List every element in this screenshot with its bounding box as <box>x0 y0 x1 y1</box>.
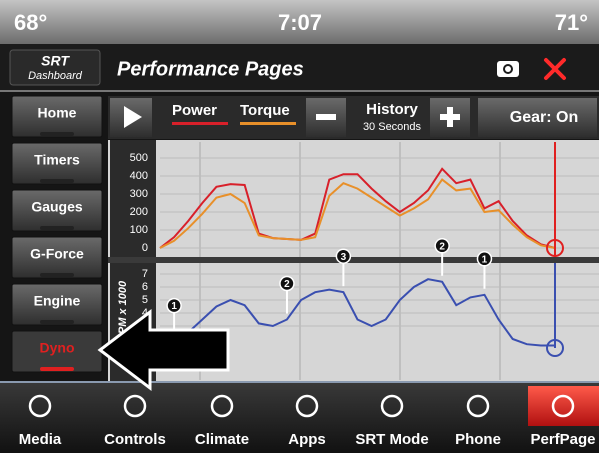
page-title: Performance Pages <box>117 58 304 80</box>
y-tick-label: 7 <box>142 268 148 280</box>
y-tick-label: 500 <box>130 152 148 164</box>
nav-label[interactable]: PerfPage <box>530 431 595 448</box>
button-indicator <box>40 179 74 183</box>
sidebar-label: Home <box>38 105 77 121</box>
history-span: 30 Seconds <box>363 121 422 133</box>
button-indicator <box>40 273 74 277</box>
sidebar-label: Engine <box>34 293 81 309</box>
legend-swatch <box>240 122 296 125</box>
gear-status: Gear: On <box>510 109 578 126</box>
shift-gear: 1 <box>171 301 177 312</box>
y-tick-label: 100 <box>130 224 148 236</box>
shift-gear: 2 <box>284 279 290 290</box>
outside-temp: 68° <box>14 10 47 35</box>
legend-swatch <box>172 122 228 125</box>
screen: 68° 7:07 71° SRT Dashboard Performance P… <box>0 0 599 453</box>
minus-icon <box>316 114 336 120</box>
panel-divider <box>108 257 599 263</box>
y-tick-label: 200 <box>130 206 148 218</box>
sidebar-label: Timers <box>34 152 80 168</box>
nav-label[interactable]: Apps <box>288 431 326 448</box>
camera-button[interactable] <box>497 61 519 77</box>
button-indicator <box>40 367 74 371</box>
shift-gear: 1 <box>482 254 488 265</box>
inside-temp: 71° <box>555 10 588 35</box>
nav-active <box>528 386 599 426</box>
sidebar-label: Gauges <box>31 199 83 215</box>
clock: 7:07 <box>278 10 322 35</box>
sidebar-label: G-Force <box>30 246 84 262</box>
nav-label[interactable]: Climate <box>195 431 249 448</box>
shift-gear: 3 <box>341 252 347 263</box>
y-tick-label: 6 <box>142 281 148 293</box>
y-tick-label: 0 <box>142 242 148 254</box>
button-indicator <box>40 226 74 230</box>
y-tick-label: 300 <box>130 188 148 200</box>
button-indicator <box>40 132 74 136</box>
shift-gear: 2 <box>439 241 445 252</box>
legend-label: Power <box>172 102 217 119</box>
legend-label: Torque <box>240 102 290 119</box>
nav-label[interactable]: Phone <box>455 431 501 448</box>
y-tick-label: 400 <box>130 170 148 182</box>
button-indicator <box>40 320 74 324</box>
nav-label[interactable]: Media <box>19 431 62 448</box>
sidebar-label: Dyno <box>40 340 75 356</box>
nav-label[interactable]: SRT Mode <box>355 431 428 448</box>
logo-top: SRT <box>41 53 70 69</box>
history-label: History <box>366 101 418 118</box>
y-tick-label: 5 <box>142 294 148 306</box>
nav-label[interactable]: Controls <box>104 431 166 448</box>
logo-bottom: Dashboard <box>28 70 83 82</box>
